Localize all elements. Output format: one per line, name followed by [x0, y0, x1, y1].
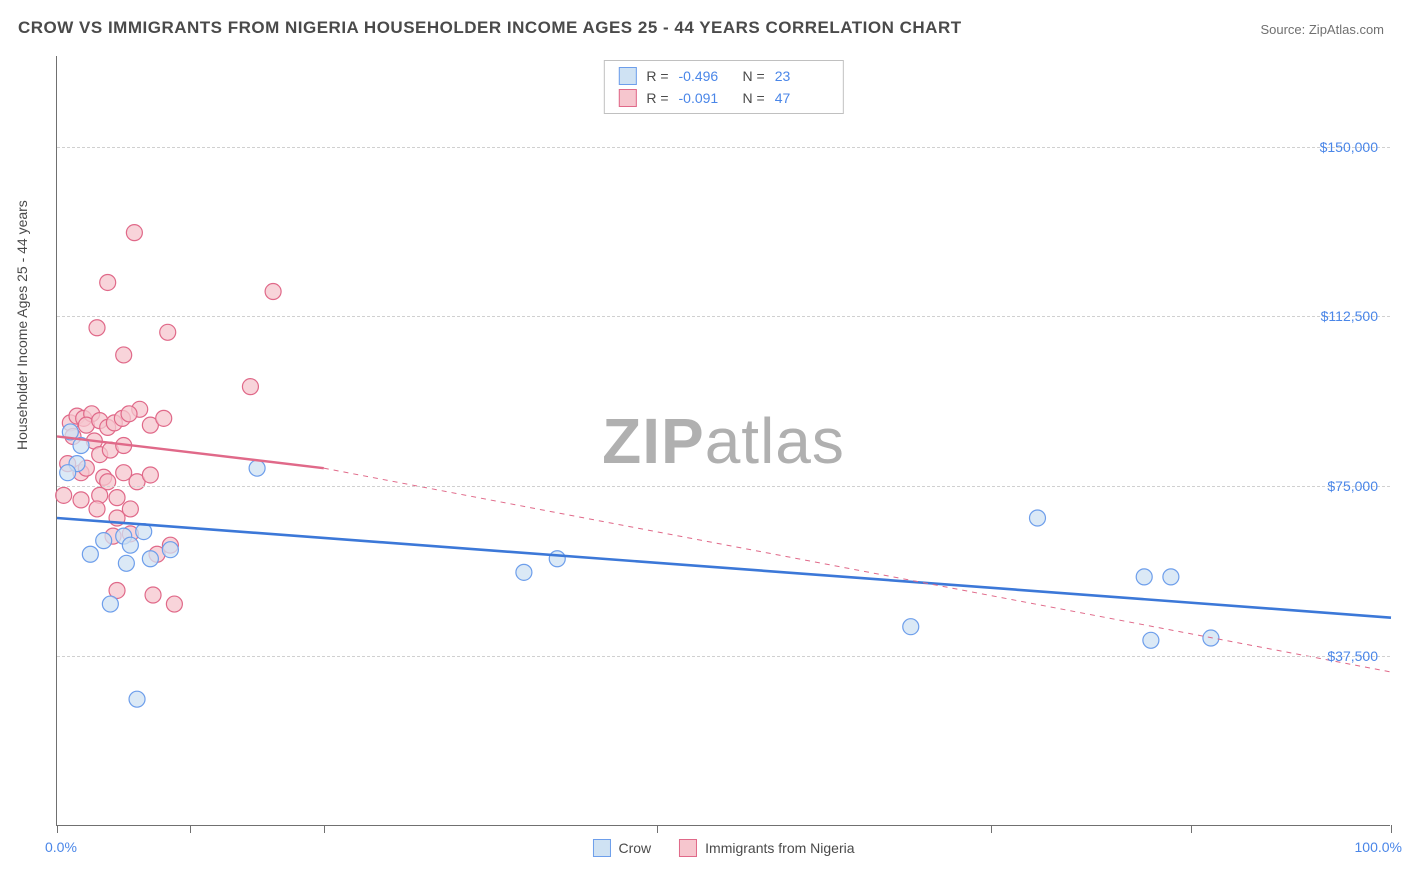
data-point — [102, 596, 118, 612]
data-point — [56, 487, 72, 503]
x-tick — [657, 825, 658, 833]
x-tick — [190, 825, 191, 833]
data-point — [549, 551, 565, 567]
data-point — [89, 501, 105, 517]
x-tick — [324, 825, 325, 833]
data-point — [89, 320, 105, 336]
n-value: 23 — [775, 68, 829, 84]
regression-line — [57, 518, 1391, 618]
data-point — [265, 284, 281, 300]
r-value: -0.091 — [679, 90, 733, 106]
data-point — [1163, 569, 1179, 585]
data-point — [121, 406, 137, 422]
data-point — [242, 379, 258, 395]
data-point — [145, 587, 161, 603]
data-point — [1136, 569, 1152, 585]
y-tick-label: $37,500 — [1327, 648, 1378, 664]
x-tick — [1391, 825, 1392, 833]
data-point — [82, 546, 98, 562]
x-tick — [1191, 825, 1192, 833]
legend-swatch — [618, 67, 636, 85]
data-point — [116, 347, 132, 363]
grid-line — [57, 486, 1390, 487]
chart-title: CROW VS IMMIGRANTS FROM NIGERIA HOUSEHOL… — [18, 18, 962, 38]
legend-swatch — [618, 89, 636, 107]
data-point — [109, 490, 125, 506]
r-value: -0.496 — [679, 68, 733, 84]
plot-area: ZIPatlas R = -0.496 N = 23 R = -0.091 N … — [56, 56, 1390, 826]
data-point — [249, 460, 265, 476]
legend-label: Immigrants from Nigeria — [705, 840, 854, 856]
data-point — [166, 596, 182, 612]
correlation-legend: R = -0.496 N = 23 R = -0.091 N = 47 — [603, 60, 843, 114]
legend-item: Crow — [592, 839, 651, 857]
data-point — [516, 564, 532, 580]
data-point — [122, 537, 138, 553]
data-point — [1029, 510, 1045, 526]
r-label: R = — [646, 90, 668, 106]
legend-swatch — [592, 839, 610, 857]
data-point — [126, 225, 142, 241]
series-legend: Crow Immigrants from Nigeria — [592, 839, 854, 857]
data-point — [129, 691, 145, 707]
legend-row: R = -0.496 N = 23 — [618, 65, 828, 87]
regression-line — [324, 468, 1391, 672]
chart-svg — [57, 56, 1390, 825]
n-label: N = — [743, 90, 765, 106]
data-point — [122, 501, 138, 517]
data-point — [73, 492, 89, 508]
data-point — [162, 542, 178, 558]
chart-container: CROW VS IMMIGRANTS FROM NIGERIA HOUSEHOL… — [0, 0, 1406, 892]
grid-line — [57, 316, 1390, 317]
x-axis-min-label: 0.0% — [45, 839, 77, 855]
y-tick-label: $150,000 — [1320, 139, 1378, 155]
n-value: 47 — [775, 90, 829, 106]
y-tick-label: $75,000 — [1327, 478, 1378, 494]
y-axis-label: Householder Income Ages 25 - 44 years — [14, 200, 30, 450]
r-label: R = — [646, 68, 668, 84]
grid-line — [57, 147, 1390, 148]
data-point — [903, 619, 919, 635]
data-point — [100, 274, 116, 290]
y-tick-label: $112,500 — [1321, 308, 1378, 324]
x-axis-max-label: 100.0% — [1355, 839, 1402, 855]
data-point — [118, 555, 134, 571]
data-point — [156, 410, 172, 426]
grid-line — [57, 656, 1390, 657]
data-point — [1143, 632, 1159, 648]
legend-row: R = -0.091 N = 47 — [618, 87, 828, 109]
x-tick — [57, 825, 58, 833]
data-point — [142, 551, 158, 567]
x-tick — [991, 825, 992, 833]
legend-item: Immigrants from Nigeria — [679, 839, 854, 857]
legend-label: Crow — [618, 840, 651, 856]
data-point — [96, 533, 112, 549]
n-label: N = — [743, 68, 765, 84]
data-point — [60, 465, 76, 481]
source-citation: Source: ZipAtlas.com — [1260, 22, 1384, 37]
data-point — [142, 467, 158, 483]
legend-swatch — [679, 839, 697, 857]
data-point — [160, 324, 176, 340]
